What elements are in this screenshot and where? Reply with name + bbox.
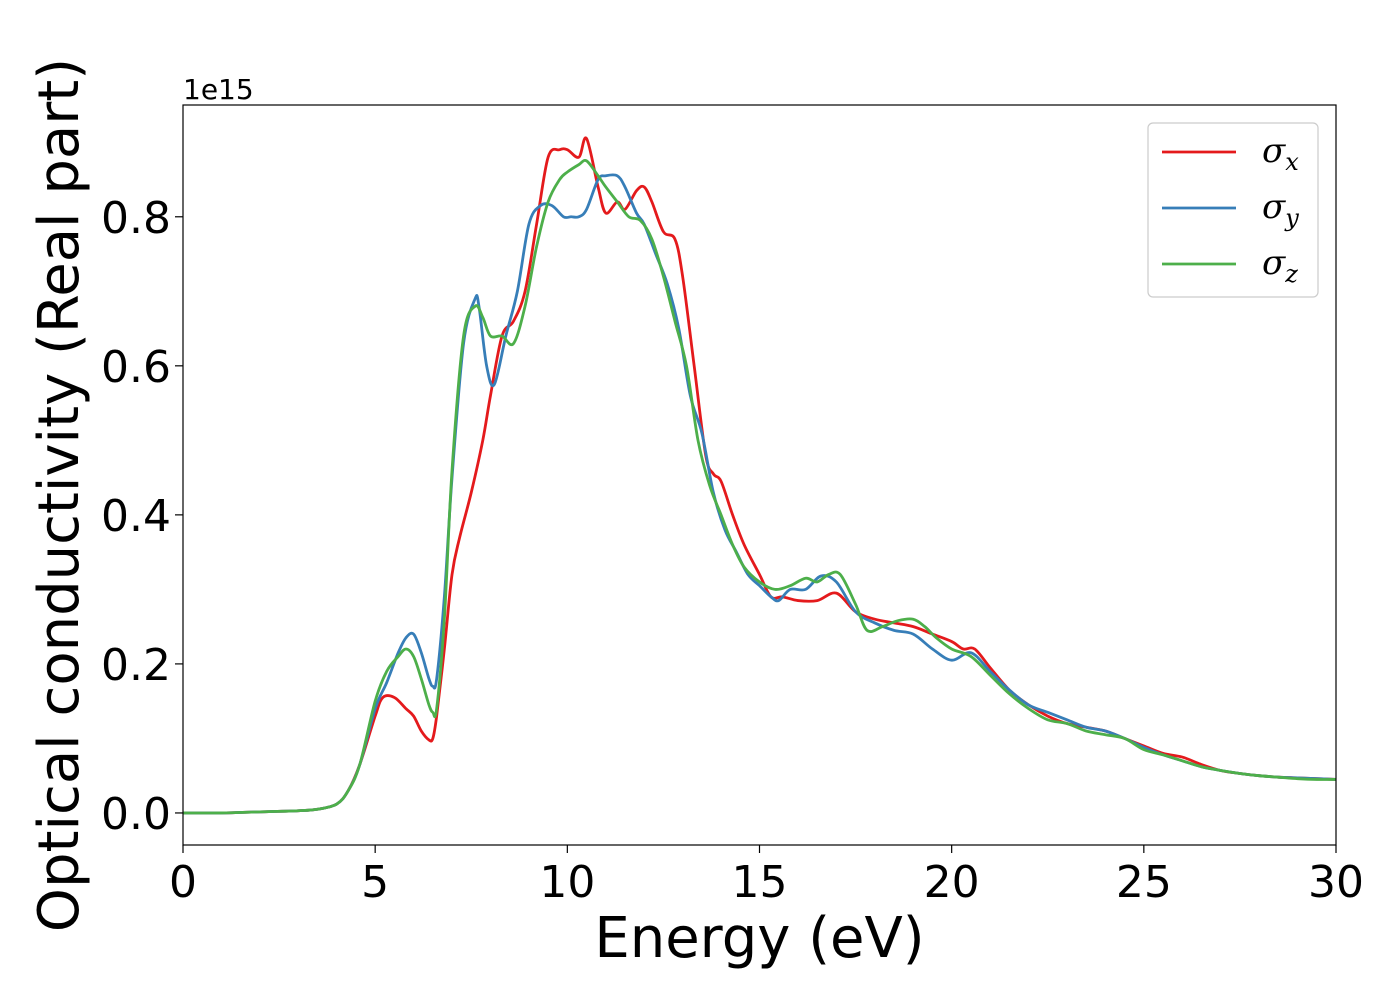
series-line-x <box>182 136 1337 815</box>
x-tick-label: 0 <box>169 857 197 908</box>
x-axis-title: Energy (eV) <box>594 906 924 971</box>
y-axis-title: Optical conductivity (Real part) <box>27 58 92 932</box>
x-tick-label: 10 <box>539 857 595 908</box>
legend: σx σy σz <box>1147 122 1319 298</box>
y-offset-label: 1e15 <box>183 73 254 106</box>
y-axis-ticks: 0.0 0.2 0.4 0.6 0.8 <box>101 193 183 840</box>
x-tick-label: 5 <box>361 857 389 908</box>
x-tick-label: 30 <box>1308 857 1364 908</box>
x-tick-label: 25 <box>1116 857 1172 908</box>
legend-label-x: σx <box>1262 131 1299 176</box>
series-layer <box>182 136 1337 815</box>
series-line-z <box>182 159 1337 815</box>
y-tick-label: 0.0 <box>101 789 171 840</box>
y-tick-label: 0.6 <box>101 342 171 393</box>
x-tick-label: 20 <box>924 857 980 908</box>
y-tick-label: 0.8 <box>101 193 171 244</box>
y-tick-label: 0.2 <box>101 640 171 691</box>
legend-label-y: σy <box>1262 187 1299 232</box>
x-tick-label: 15 <box>732 857 788 908</box>
y-tick-label: 0.4 <box>101 491 171 542</box>
x-axis-ticks: 0 5 10 15 20 25 30 <box>169 845 1364 908</box>
legend-label-z: σz <box>1262 243 1298 288</box>
legend-box <box>1147 122 1319 298</box>
